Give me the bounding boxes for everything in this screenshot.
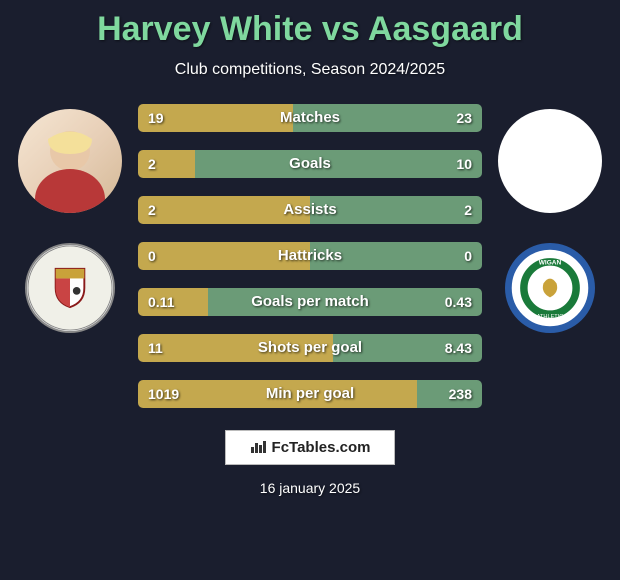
comparison-title: Harvey White vs Aasgaard xyxy=(0,0,620,49)
left-player-column xyxy=(10,104,130,408)
right-player-avatar xyxy=(498,109,602,213)
comparison-content: 1923Matches 210Goals 22Assists 00Hattricks 0… xyxy=(0,104,620,408)
stat-row: 210Goals xyxy=(138,150,482,178)
stat-label: Shots per goal xyxy=(138,334,482,362)
stat-row: 0.110.43Goals per match xyxy=(138,288,482,316)
brand-label: FcTables.com xyxy=(272,439,371,456)
svg-text:WIGAN: WIGAN xyxy=(539,260,562,267)
stat-label: Assists xyxy=(138,196,482,224)
stat-label: Goals xyxy=(138,150,482,178)
stats-panel: 1923Matches 210Goals 22Assists 00Hattricks 0… xyxy=(130,104,490,408)
right-player-column: WIGAN ATHLETIC xyxy=(490,104,610,408)
footer: FcTables.com 16 january 2025 xyxy=(0,430,620,496)
chart-icon xyxy=(250,439,266,456)
left-club-badge xyxy=(25,243,115,333)
svg-text:ATHLETIC: ATHLETIC xyxy=(537,314,564,320)
stat-label: Hattricks xyxy=(138,242,482,270)
left-player-avatar xyxy=(18,109,122,213)
brand-box: FcTables.com xyxy=(225,430,396,465)
stat-label: Matches xyxy=(138,104,482,132)
stat-row: 1923Matches xyxy=(138,104,482,132)
stat-row: 22Assists xyxy=(138,196,482,224)
stat-row: 00Hattricks xyxy=(138,242,482,270)
stat-row: 1019238Min per goal xyxy=(138,380,482,408)
right-club-badge: WIGAN ATHLETIC xyxy=(505,243,595,333)
season-subtitle: Club competitions, Season 2024/2025 xyxy=(0,61,620,79)
date-label: 16 january 2025 xyxy=(260,480,360,496)
stat-label: Goals per match xyxy=(138,288,482,316)
stat-label: Min per goal xyxy=(138,380,482,408)
stat-row: 118.43Shots per goal xyxy=(138,334,482,362)
